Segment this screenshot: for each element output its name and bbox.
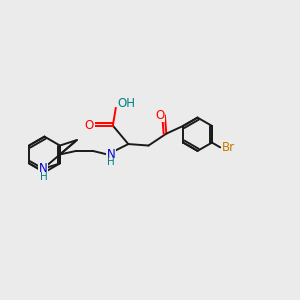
Text: OH: OH xyxy=(117,97,135,110)
Text: Br: Br xyxy=(221,141,235,154)
Text: O: O xyxy=(85,119,94,132)
Text: H: H xyxy=(107,158,115,167)
Text: O: O xyxy=(155,109,164,122)
Text: N: N xyxy=(107,148,116,161)
Text: H: H xyxy=(40,172,47,182)
Text: N: N xyxy=(39,162,47,176)
